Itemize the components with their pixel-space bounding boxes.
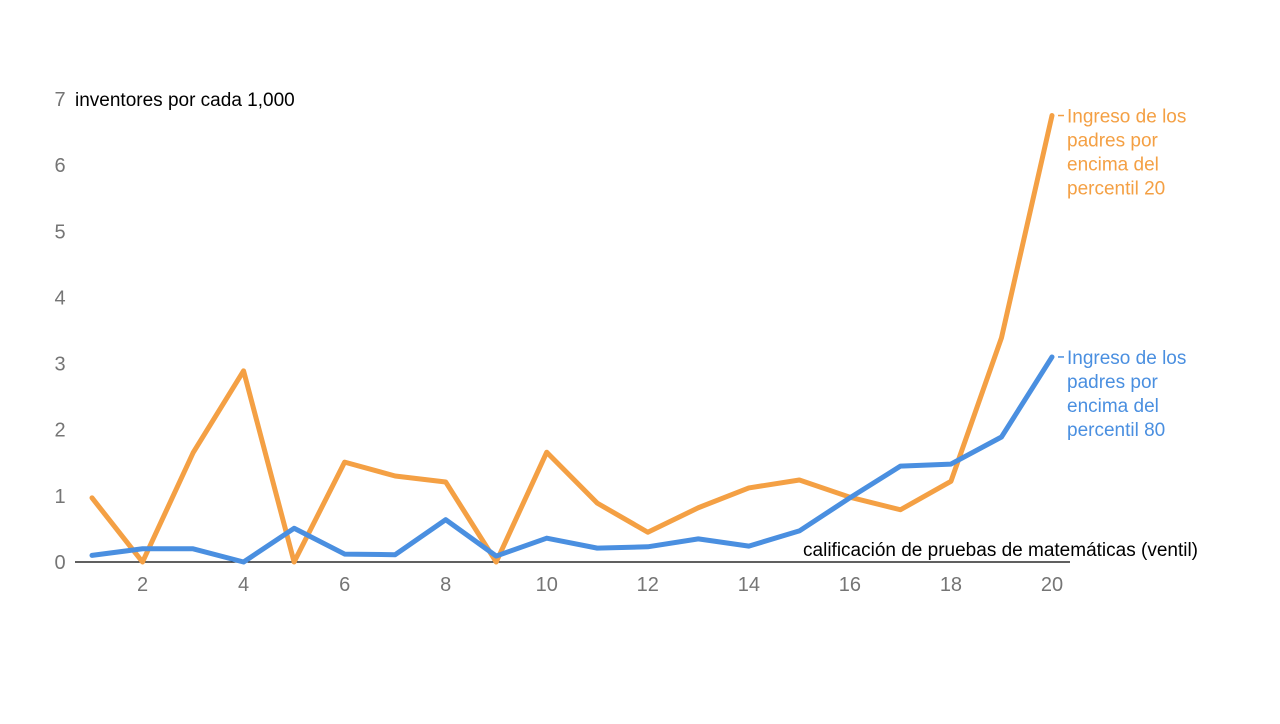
series-label: encima del	[1067, 396, 1159, 417]
x-tick-label: 14	[738, 574, 760, 596]
series-label: encima del	[1067, 155, 1159, 176]
series-label: percentil 80	[1067, 420, 1165, 441]
x-tick-label: 8	[440, 574, 451, 596]
y-tick-label: 5	[54, 221, 65, 243]
y-tick-label: 7	[54, 89, 65, 111]
x-tick-label: 6	[339, 574, 350, 596]
series-label: padres por	[1067, 131, 1159, 152]
x-tick-label: 12	[637, 574, 659, 596]
x-tick-label: 10	[536, 574, 558, 596]
x-tick-label: 20	[1041, 574, 1063, 596]
y-tick-label: 0	[54, 552, 65, 574]
series-label: percentil 20	[1067, 179, 1165, 200]
line-chart: 012345672468101214161820inventores por c…	[0, 0, 1280, 724]
series-label: Ingreso de los	[1067, 107, 1186, 128]
x-axis-title: calificación de pruebas de matemáticas (…	[803, 540, 1198, 561]
series-line-1	[92, 116, 1052, 562]
x-tick-label: 2	[137, 574, 148, 596]
y-tick-label: 1	[54, 486, 65, 508]
x-tick-label: 4	[238, 574, 249, 596]
y-tick-label: 4	[54, 287, 65, 309]
x-tick-label: 18	[940, 574, 962, 596]
series-label: padres por	[1067, 372, 1159, 393]
y-axis-title: inventores por cada 1,000	[75, 90, 295, 111]
x-tick-label: 16	[839, 574, 861, 596]
series-label: Ingreso de los	[1067, 348, 1186, 369]
y-tick-label: 6	[54, 155, 65, 177]
y-tick-label: 3	[54, 354, 65, 376]
y-tick-label: 2	[54, 420, 65, 442]
